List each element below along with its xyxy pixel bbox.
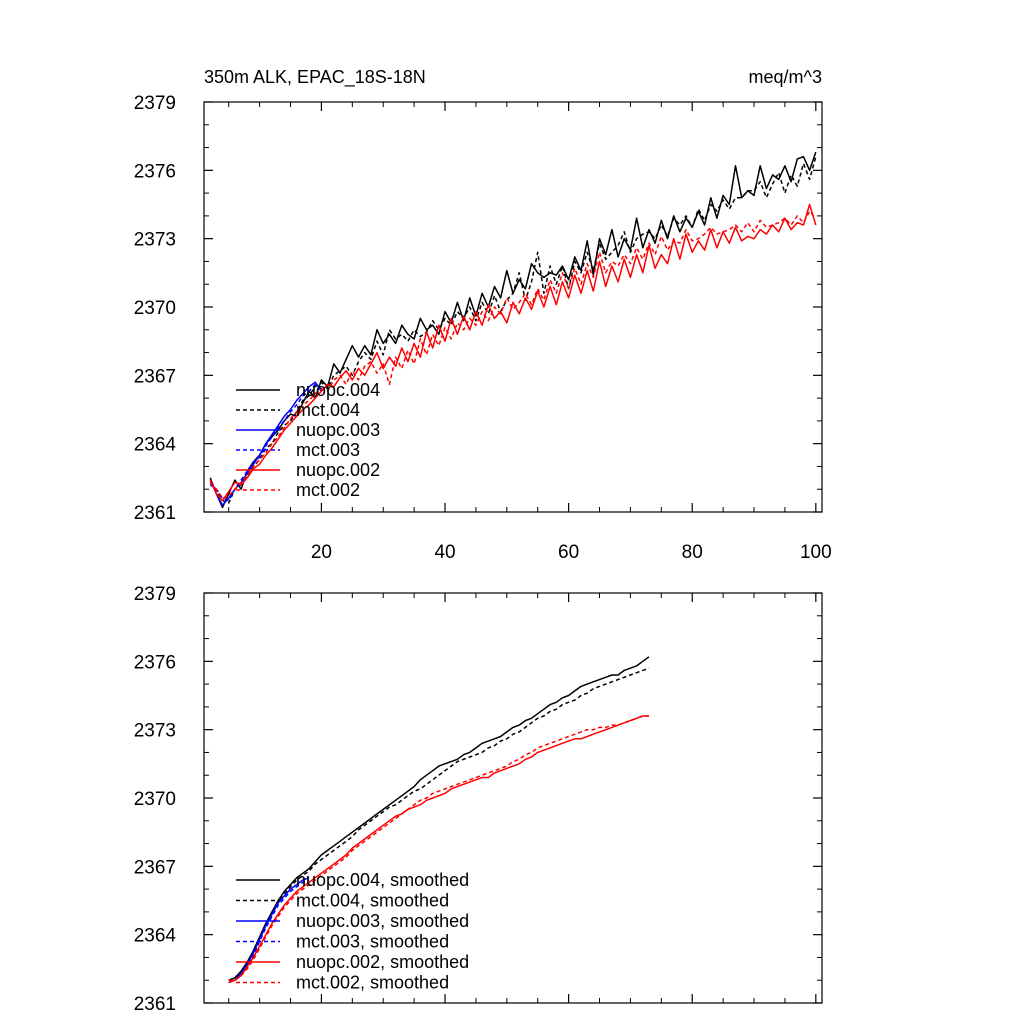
legend-label: mct.003, smoothed: [296, 932, 449, 952]
bottom-panel: 2361 2364 2367 2370 2373 2376 2379 nuopc.004, s…: [134, 584, 823, 1015]
y-tick-label: 2373: [134, 230, 176, 251]
y-tick-label: 2361: [134, 503, 176, 524]
series-group: [209, 151, 817, 509]
series-line-nuopc-004-smoothed: [228, 656, 650, 981]
y-tick-label: 2376: [134, 652, 176, 673]
y-tick-label: 2379: [134, 93, 176, 114]
legend: nuopc.004mct.004nuopc.003mct.003nuopc.00…: [236, 380, 380, 500]
legend-label: nuopc.003: [296, 420, 380, 440]
y-tick-label: 2379: [134, 584, 176, 605]
series-line-mct-004-smoothed: [228, 667, 650, 981]
series-line-mct-003: [209, 383, 322, 502]
y-tick-label: 2370: [134, 298, 176, 319]
legend-label: mct.004: [296, 400, 360, 420]
legend-label: mct.003: [296, 440, 360, 460]
y-tick-label: 2361: [134, 994, 176, 1015]
legend-label: nuopc.002, smoothed: [296, 952, 469, 972]
series-line-nuopc-002-smoothed: [228, 715, 649, 984]
chart-units: meq/m^3: [749, 67, 822, 87]
legend-label: mct.002: [296, 480, 360, 500]
series-line-nuopc-003: [209, 381, 323, 506]
series-line-mct-002-smoothed: [228, 715, 649, 981]
y-tick-label: 2364: [134, 435, 177, 456]
legend-label: nuopc.004, smoothed: [296, 870, 469, 890]
legend-label: nuopc.004: [296, 380, 380, 400]
y-tick-label: 2376: [134, 161, 176, 182]
y-tick-label: 2370: [134, 789, 176, 810]
y-tick-label: 2373: [134, 721, 176, 742]
y-tick-label: 2364: [134, 926, 177, 947]
series-group: [228, 656, 650, 984]
x-tick-label: 20: [311, 542, 332, 563]
y-tick-label: 2367: [134, 857, 176, 878]
series-line-nuopc-003-smoothed: [228, 876, 310, 984]
x-tick-label: 80: [682, 542, 703, 563]
legend-label: mct.004, smoothed: [296, 891, 449, 911]
x-tick-label: 100: [800, 542, 832, 563]
series-line-nuopc-002: [209, 203, 817, 502]
series-line-mct-004: [209, 156, 817, 504]
chart-title: 350m ALK, EPAC_18S-18N: [204, 67, 426, 88]
y-tick-label: 2367: [134, 366, 176, 387]
top-panel: 2361 2364 2367 2370 2373 2376 2379 20 40 60 80 100 n…: [134, 93, 832, 563]
series-line-mct-002: [209, 210, 817, 500]
x-tick-label: 60: [558, 542, 579, 563]
legend-label: nuopc.002: [296, 460, 380, 480]
x-tick-label: 40: [434, 542, 455, 563]
legend-label: mct.002, smoothed: [296, 973, 449, 993]
legend-label: nuopc.003, smoothed: [296, 911, 469, 931]
